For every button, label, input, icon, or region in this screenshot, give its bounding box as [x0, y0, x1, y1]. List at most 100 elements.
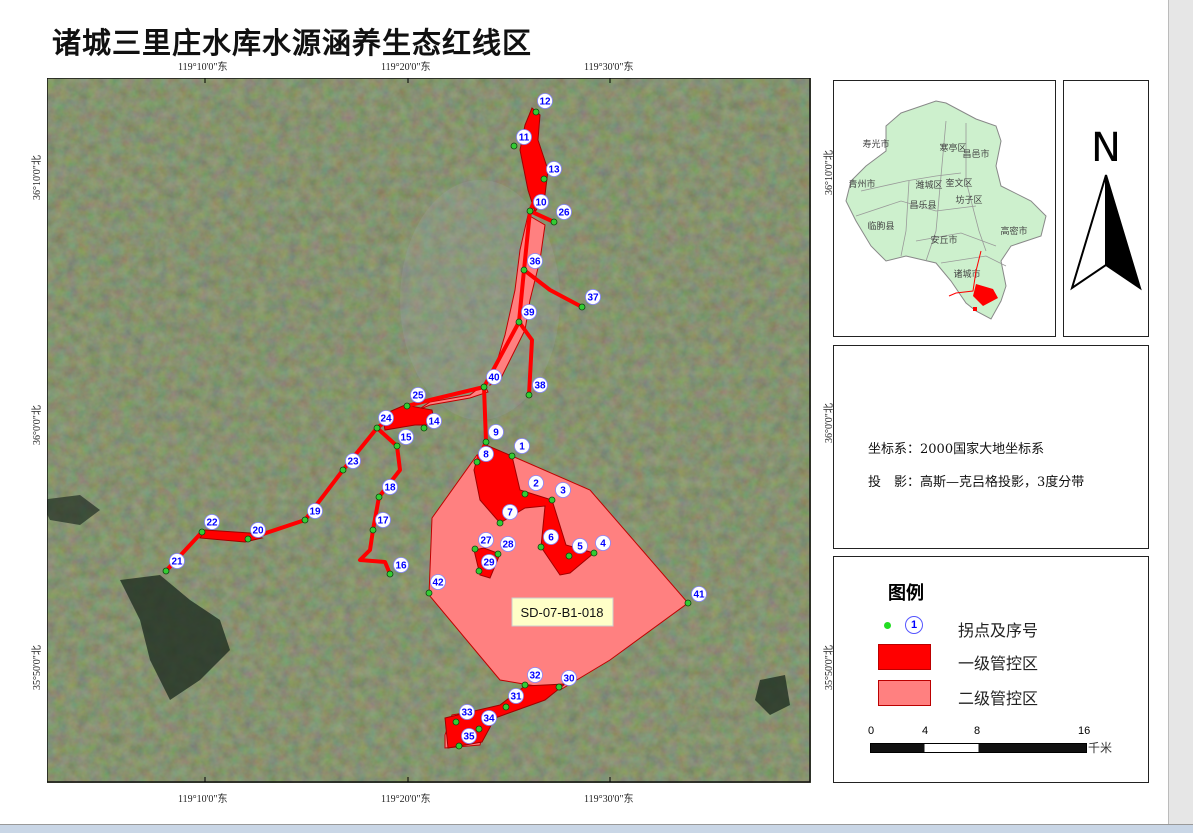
- boundary-point-1[interactable]: 1: [508, 438, 530, 460]
- point-number: 21: [171, 557, 183, 568]
- point-number-badge: [555, 482, 571, 498]
- projection-label: 投 影：高斯—克吕格投影，3度分带: [868, 475, 1085, 490]
- point-number-badge: [532, 377, 548, 393]
- boundary-point-39[interactable]: 39: [515, 304, 537, 326]
- point-dot: [508, 452, 516, 460]
- lat-label-left: 36°0'0"北: [32, 405, 43, 445]
- boundary-point-7[interactable]: 7: [496, 504, 518, 527]
- point-dot: [473, 458, 481, 466]
- point-number: 28: [502, 540, 514, 551]
- boundary-point-24[interactable]: 24: [373, 410, 394, 432]
- point-dot: [578, 303, 586, 311]
- boundary-point-40[interactable]: 40: [480, 369, 502, 391]
- boundary-point-42[interactable]: 42: [425, 574, 446, 597]
- legend-panel: 图例 1 拐点及序号 一级管控区 二级管控区 0 4 8 16 千米: [833, 556, 1149, 783]
- zone-label-text: SD-07-B1-018: [520, 605, 603, 620]
- boundary-point-25[interactable]: 25: [403, 387, 426, 410]
- north-arrow-panel: N: [1063, 80, 1149, 337]
- lon-label-bottom: 119°30'0"东: [584, 794, 634, 805]
- boundary-point-13[interactable]: 13: [540, 161, 562, 183]
- point-number: 37: [587, 293, 599, 304]
- point-number: 18: [384, 483, 396, 494]
- point-dot: [515, 318, 523, 326]
- point-number-badge: [546, 161, 562, 177]
- point-number: 11: [519, 133, 530, 144]
- point-dot: [455, 742, 463, 750]
- inset-region-label: 高密市: [1000, 225, 1027, 236]
- point-number: 27: [480, 536, 492, 547]
- boundary-point-29[interactable]: 29: [475, 554, 497, 575]
- boundary-point-4[interactable]: 4: [590, 535, 611, 557]
- boundary-point-12[interactable]: 12: [532, 93, 553, 116]
- legend-label-secondary: 二级管控区: [958, 689, 1039, 708]
- boundary-point-17[interactable]: 17: [369, 512, 391, 534]
- point-number: 23: [347, 457, 359, 468]
- taskbar: [0, 824, 1193, 833]
- point-number-badge: [561, 670, 577, 686]
- point-number-badge: [382, 479, 398, 495]
- point-number: 26: [558, 208, 570, 219]
- boundary-point-18[interactable]: 18: [375, 479, 398, 501]
- point-number: 13: [548, 165, 560, 176]
- point-number-badge: [556, 204, 572, 220]
- boundary-point-35[interactable]: 35: [455, 728, 477, 750]
- boundary-point-20[interactable]: 20: [244, 522, 266, 543]
- boundary-point-6[interactable]: 6: [537, 529, 559, 551]
- point-number: 30: [563, 674, 575, 685]
- point-number: 32: [529, 671, 541, 682]
- boundary-point-32[interactable]: 32: [521, 667, 543, 689]
- boundary-point-30[interactable]: 30: [555, 670, 577, 691]
- legend-point-icon: [884, 622, 891, 629]
- point-number-badge: [204, 514, 220, 530]
- boundary-point-27[interactable]: 27: [471, 532, 494, 553]
- main-map[interactable]: 1234567891011121314151617181920212223242…: [47, 78, 811, 783]
- point-dot: [471, 545, 479, 553]
- legend-swatch-primary: [878, 644, 931, 670]
- point-number-badge: [481, 554, 497, 570]
- boundary-point-8[interactable]: 8: [473, 446, 494, 466]
- boundary-point-37[interactable]: 37: [578, 289, 601, 311]
- point-number-badge: [430, 574, 446, 590]
- boundary-point-28[interactable]: 28: [494, 536, 516, 558]
- boundary-point-26[interactable]: 26: [550, 204, 572, 226]
- point-dot: [386, 570, 394, 578]
- point-number-badge: [478, 532, 494, 548]
- point-dot: [510, 142, 518, 150]
- boundary-point-10[interactable]: 10: [526, 194, 549, 215]
- boundary-point-38[interactable]: 38: [525, 377, 548, 399]
- boundary-point-15[interactable]: 15: [393, 429, 414, 450]
- point-number: 5: [577, 542, 583, 553]
- boundary-point-14[interactable]: 14: [420, 413, 442, 432]
- river-corridor: [517, 320, 534, 396]
- boundary-point-41[interactable]: 41: [684, 586, 707, 607]
- window-frame: [1168, 0, 1193, 832]
- reservoir-area-marker: [973, 307, 977, 311]
- boundary-point-11[interactable]: 11: [510, 129, 532, 150]
- point-number: 41: [693, 590, 705, 601]
- point-dot: [425, 589, 433, 597]
- boundary-point-22[interactable]: 22: [198, 514, 220, 536]
- boundary-point-23[interactable]: 23: [339, 453, 361, 474]
- point-number-badge: [481, 710, 497, 726]
- scale-tick-label: 8: [974, 725, 981, 737]
- boundary-point-16[interactable]: 16: [386, 557, 409, 578]
- point-number: 16: [395, 561, 407, 572]
- boundary-point-36[interactable]: 36: [520, 253, 543, 274]
- inset-region-label: 奎文区: [945, 177, 972, 188]
- boundary-point-21[interactable]: 21: [162, 553, 185, 575]
- point-number-badge: [500, 536, 516, 552]
- boundary-point-3[interactable]: 3: [548, 482, 571, 504]
- point-dot: [198, 528, 206, 536]
- inset-region-label: 昌乐县: [909, 199, 936, 210]
- boundary-point-31[interactable]: 31: [502, 688, 524, 711]
- point-number-badge: [478, 446, 494, 462]
- boundary-point-2[interactable]: 2: [521, 475, 544, 498]
- point-dot: [403, 402, 411, 410]
- boundary-point-33[interactable]: 33: [452, 704, 475, 726]
- point-dot: [502, 703, 510, 711]
- boundary-point-5[interactable]: 5: [565, 538, 588, 560]
- primary-control-zone[interactable]: [473, 444, 596, 576]
- boundary-point-34[interactable]: 34: [475, 710, 497, 733]
- boundary-point-9[interactable]: 9: [482, 424, 504, 446]
- boundary-point-19[interactable]: 19: [301, 503, 323, 524]
